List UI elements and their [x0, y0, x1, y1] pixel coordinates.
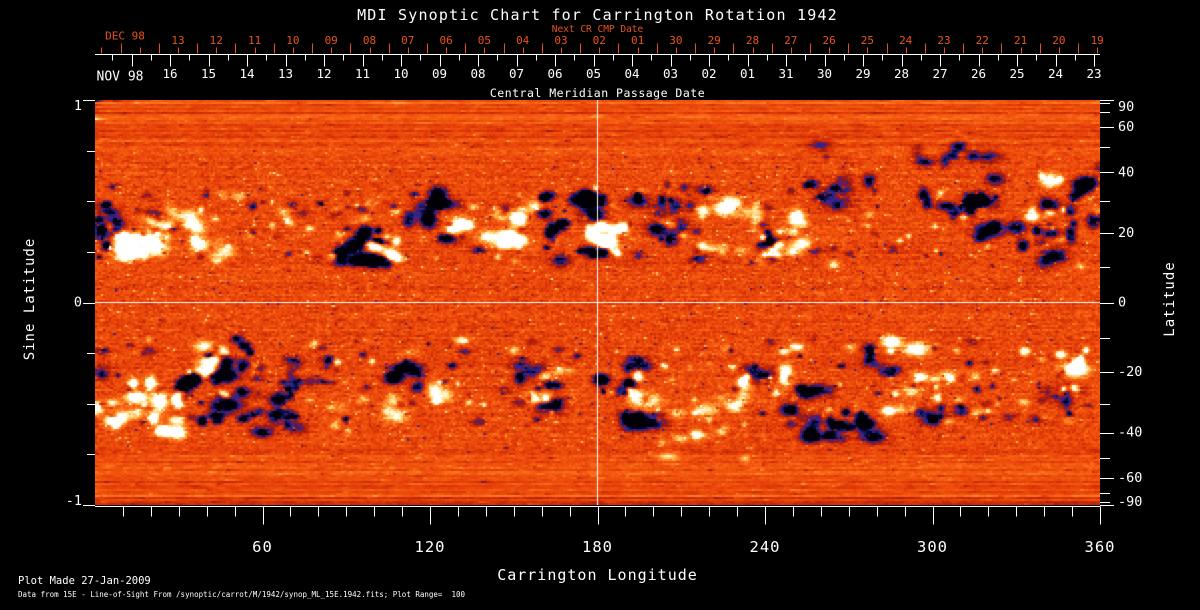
tick-label: 0	[74, 295, 82, 311]
tick-label: 40	[1118, 164, 1134, 180]
tick-label: 23	[1086, 66, 1101, 81]
tick-label: 04	[624, 66, 639, 81]
tick-label: 20	[1118, 225, 1134, 241]
tick-label: 23	[937, 34, 950, 47]
tick-label: -20	[1118, 364, 1142, 380]
tick-label: 02	[701, 66, 716, 81]
tick-label: 180	[582, 538, 613, 556]
tick-label: 0	[1118, 295, 1126, 311]
tick-label: 20	[1052, 34, 1065, 47]
month-label-nov: NOV 98	[97, 70, 144, 85]
tick-label: 15	[201, 66, 216, 81]
tick-label: 06	[547, 66, 562, 81]
tick-label: 19	[1091, 34, 1104, 47]
tick-label: 22	[976, 34, 989, 47]
tick-label: 26	[971, 66, 986, 81]
tick-label: 03	[663, 66, 678, 81]
tick-label: 08	[363, 34, 376, 47]
tick-label: 13	[171, 34, 184, 47]
tick-label: 08	[470, 66, 485, 81]
tick-label: 06	[439, 34, 452, 47]
carrington-longitude-axis-title: Carrington Longitude	[497, 566, 698, 584]
plot-made-text: Plot Made 27-Jan-2009	[18, 575, 151, 587]
tick-label: 1	[74, 98, 82, 114]
tick-label: 13	[278, 66, 293, 81]
tick-label: 27	[784, 34, 797, 47]
tick-label: -1	[66, 493, 82, 509]
tick-label: 11	[355, 66, 370, 81]
tick-label: 11	[248, 34, 261, 47]
tick-label: 03	[554, 34, 567, 47]
tick-label: 02	[593, 34, 606, 47]
tick-label: 90	[1118, 99, 1134, 115]
tick-label: 30	[669, 34, 682, 47]
tick-label: 60	[252, 538, 273, 556]
tick-label: 31	[778, 66, 793, 81]
tick-label: 120	[415, 538, 446, 556]
tick-label: 29	[855, 66, 870, 81]
tick-label: 26	[822, 34, 835, 47]
tick-label: 07	[509, 66, 524, 81]
tick-label: 09	[325, 34, 338, 47]
tick-label: 10	[393, 66, 408, 81]
tick-label: -90	[1118, 494, 1142, 510]
tick-label: 07	[401, 34, 414, 47]
tick-label: 25	[861, 34, 874, 47]
tick-label: 01	[631, 34, 644, 47]
tick-label: 12	[316, 66, 331, 81]
tick-label: 30	[817, 66, 832, 81]
tick-label: 28	[894, 66, 909, 81]
tick-label: 16	[162, 66, 177, 81]
chart-title: MDI Synoptic Chart for Carrington Rotati…	[357, 6, 838, 24]
tick-label: 05	[586, 66, 601, 81]
latitude-axis-title: Latitude	[1162, 261, 1178, 337]
tick-label: 09	[432, 66, 447, 81]
tick-label: 300	[917, 538, 948, 556]
tick-label: 360	[1085, 538, 1116, 556]
tick-label: 24	[899, 34, 913, 47]
tick-label: 240	[750, 538, 781, 556]
next-cr-cmp-date-label: Next CR CMP Date	[551, 24, 644, 35]
magnetogram-canvas	[95, 100, 1100, 505]
data-source-text: Data from 15E - Line-of-Sight From /syno…	[18, 590, 466, 599]
tick-label: 28	[746, 34, 759, 47]
tick-label: 21	[1014, 34, 1027, 47]
tick-label: 29	[708, 34, 721, 47]
tick-label: 12	[210, 34, 223, 47]
tick-label: 10	[286, 34, 299, 47]
tick-label: 04	[516, 34, 530, 47]
tick-label: 27	[932, 66, 947, 81]
tick-label: 25	[1009, 66, 1024, 81]
tick-label: 14	[239, 66, 254, 81]
cmp-date-axis-title: Central Meridian Passage Date	[489, 86, 706, 100]
tick-label: -40	[1118, 425, 1142, 441]
tick-label: -60	[1118, 470, 1142, 486]
tick-label: 24	[1048, 66, 1063, 81]
tick-label: 05	[478, 34, 491, 47]
tick-label: 60	[1118, 119, 1134, 135]
month-label-dec: DEC 98	[105, 30, 145, 43]
sine-latitude-axis-title: Sine Latitude	[22, 237, 38, 361]
tick-label: 01	[740, 66, 755, 81]
